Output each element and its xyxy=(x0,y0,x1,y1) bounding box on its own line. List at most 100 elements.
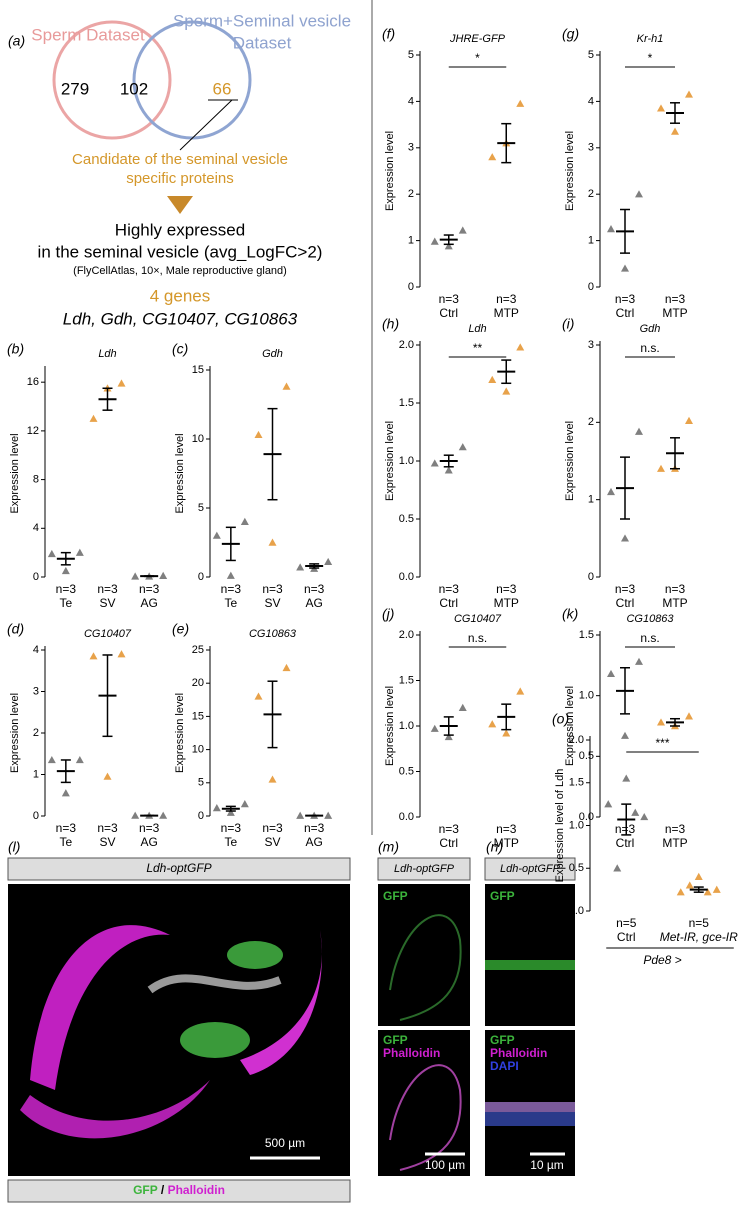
y-tick-label: 2.0 xyxy=(399,629,414,641)
data-point xyxy=(607,669,615,678)
panel-label: (l) xyxy=(8,839,20,855)
data-point xyxy=(444,732,453,741)
n-label: n=3 xyxy=(496,582,517,596)
panel-label: (h) xyxy=(382,316,399,332)
footer-box xyxy=(7,1179,351,1203)
y-axis-label: Expression level xyxy=(564,421,576,501)
x-tick-label: Te xyxy=(224,596,237,610)
y-tick-label: 10 xyxy=(192,433,204,445)
channel-label: Phalloidin xyxy=(490,1046,547,1060)
image-header: Ldh-optGFP xyxy=(146,861,211,875)
micrograph xyxy=(378,884,470,1026)
n-label: n=3 xyxy=(56,821,77,835)
n-label: n=3 xyxy=(221,582,242,596)
data-point xyxy=(117,650,126,658)
n-label: n=3 xyxy=(615,822,636,836)
data-point xyxy=(254,692,263,700)
header-box xyxy=(7,857,351,881)
y-tick-label: 1.0 xyxy=(399,720,414,732)
chart-title: Ldh xyxy=(468,323,486,335)
significance-label: n.s. xyxy=(468,631,487,645)
data-point xyxy=(89,414,98,422)
x-tick-label: Ctrl xyxy=(616,306,635,320)
data-point xyxy=(635,657,643,665)
tissue xyxy=(389,914,462,1021)
x-tick-label: Ctrl xyxy=(617,930,636,944)
y-axis-label: Expression level xyxy=(174,693,186,773)
panel-label: (c) xyxy=(172,341,188,357)
data-point xyxy=(61,789,70,797)
header-box xyxy=(484,857,576,881)
n-label: n=3 xyxy=(304,582,325,596)
y-tick-label: 5 xyxy=(198,502,204,514)
data-point xyxy=(607,487,615,496)
y-axis-label: Expression level xyxy=(9,433,21,513)
y-tick-label: 0 xyxy=(408,281,414,293)
data-point xyxy=(212,531,221,539)
y-tick-label: 1.5 xyxy=(569,777,584,789)
n-label: n=3 xyxy=(56,582,77,596)
tissue xyxy=(227,941,283,969)
tissue xyxy=(485,1112,575,1126)
significance-label: ** xyxy=(473,341,483,355)
chart-title: CG10863 xyxy=(249,628,297,640)
tissue xyxy=(180,1022,250,1058)
y-axis-label: Expression level xyxy=(564,131,576,211)
data-point xyxy=(685,712,693,720)
venn-count: 66 xyxy=(213,79,232,98)
channel-label: GFP xyxy=(383,889,408,903)
y-tick-label: 1 xyxy=(588,494,594,506)
significance-label: *** xyxy=(655,736,669,750)
n-label: n=3 xyxy=(665,582,686,596)
y-tick-label: 2.0 xyxy=(569,734,584,746)
image-header: Ldh-optGFP xyxy=(500,863,561,875)
y-tick-label: 12 xyxy=(27,425,39,437)
data-point xyxy=(657,718,665,726)
n-label: n=3 xyxy=(439,292,460,306)
micrograph xyxy=(378,1030,470,1176)
panel-label: (j) xyxy=(382,606,394,622)
data-point xyxy=(657,464,665,472)
y-tick-label: 2 xyxy=(408,188,414,200)
data-point xyxy=(613,864,622,872)
x-tick-label: AG xyxy=(305,835,322,849)
data-point xyxy=(640,812,649,821)
data-point xyxy=(212,804,221,812)
data-point xyxy=(635,427,643,435)
tissue xyxy=(147,974,282,994)
x-tick-label: Met-IR, gce-IR xyxy=(660,930,738,944)
data-point xyxy=(89,652,98,660)
y-axis-label: Expression level xyxy=(9,693,21,773)
x-tick-label: SV xyxy=(264,835,280,849)
data-point xyxy=(488,375,497,383)
x-tick-label: SV xyxy=(99,596,115,610)
y-tick-label: 1.0 xyxy=(569,819,584,831)
image-header: Ldh-optGFP xyxy=(394,863,455,875)
significance-label: n.s. xyxy=(640,631,659,645)
data-point xyxy=(430,237,439,245)
x-tick-label: MTP xyxy=(494,836,519,850)
data-point xyxy=(268,538,277,546)
y-axis-label: Expression level of Ldh xyxy=(554,769,566,883)
y-tick-label: 0.5 xyxy=(399,765,414,777)
y-axis-label: Expression level xyxy=(384,686,396,766)
x-tick-label: Ctrl xyxy=(616,596,635,610)
data-point xyxy=(282,382,291,390)
tissue xyxy=(485,1102,575,1112)
y-tick-label: 0 xyxy=(198,571,204,583)
candidate-text: specific proteins xyxy=(126,170,234,187)
chart-title: CG10407 xyxy=(84,628,132,640)
tissue xyxy=(389,1064,462,1171)
data-point xyxy=(103,772,112,780)
channel-label: Phalloidin xyxy=(383,1046,440,1060)
data-point xyxy=(159,571,168,579)
data-point xyxy=(430,724,439,732)
y-tick-label: 1.5 xyxy=(399,397,414,409)
y-axis-label: Expression level xyxy=(384,421,396,501)
panel-label: (f) xyxy=(382,26,395,42)
y-tick-label: 3 xyxy=(588,339,594,351)
chart-title: Gdh xyxy=(262,348,283,360)
y-tick-label: 2 xyxy=(588,416,594,428)
y-tick-label: 3 xyxy=(33,685,39,697)
